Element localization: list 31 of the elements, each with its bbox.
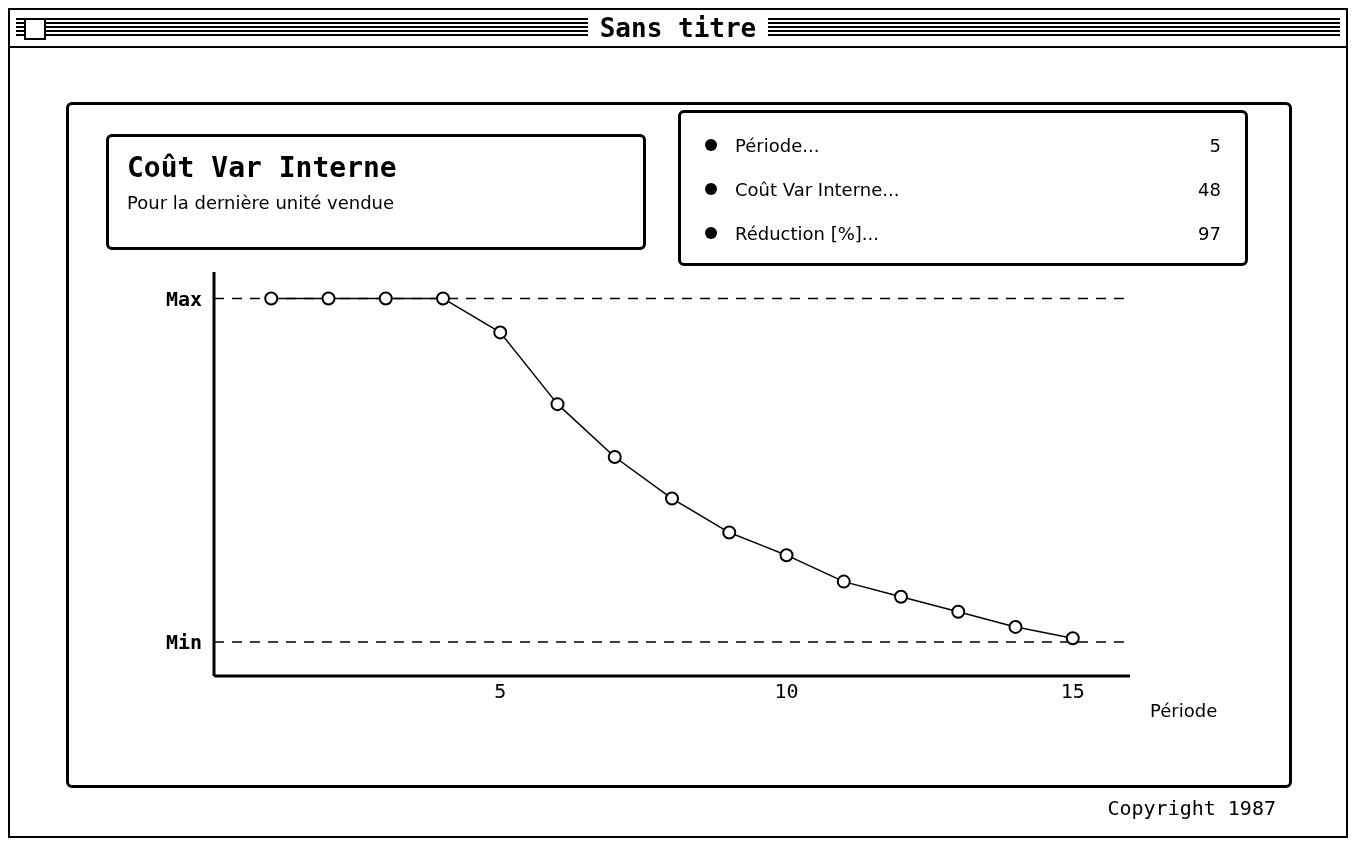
ref-line-label: Max bbox=[165, 286, 202, 311]
x-tick-label: 5 bbox=[494, 679, 507, 704]
point bbox=[436, 291, 450, 306]
point bbox=[951, 604, 966, 619]
point bbox=[779, 548, 794, 563]
text: 97 bbox=[1198, 222, 1221, 244]
x-axis-title: Période bbox=[1150, 700, 1218, 722]
x-tick-label: 10 bbox=[774, 679, 799, 704]
point bbox=[894, 589, 908, 604]
text: Copyright 1987 bbox=[1107, 796, 1276, 820]
x-tick-label: 15 bbox=[1060, 679, 1085, 704]
point bbox=[1008, 619, 1023, 634]
text: Coût Var Interne... bbox=[735, 178, 901, 200]
ref-line-label: Min bbox=[165, 630, 202, 655]
point bbox=[722, 525, 737, 540]
text: Sans titre bbox=[587, 13, 769, 43]
point bbox=[493, 325, 508, 340]
text: Réduction [%]... bbox=[735, 222, 881, 244]
text: Période... bbox=[735, 134, 821, 156]
chart-subtitle: Pour la dernière unité vendue bbox=[127, 192, 396, 213]
point bbox=[378, 291, 393, 306]
point bbox=[550, 397, 565, 412]
point bbox=[1065, 631, 1080, 646]
point bbox=[264, 291, 279, 306]
chart-title: Coût Var Interne bbox=[127, 151, 398, 184]
point bbox=[665, 491, 679, 506]
text: 48 bbox=[1198, 178, 1221, 200]
point bbox=[607, 450, 622, 465]
text: 5 bbox=[1209, 134, 1221, 156]
point bbox=[836, 574, 851, 589]
point bbox=[321, 291, 336, 306]
